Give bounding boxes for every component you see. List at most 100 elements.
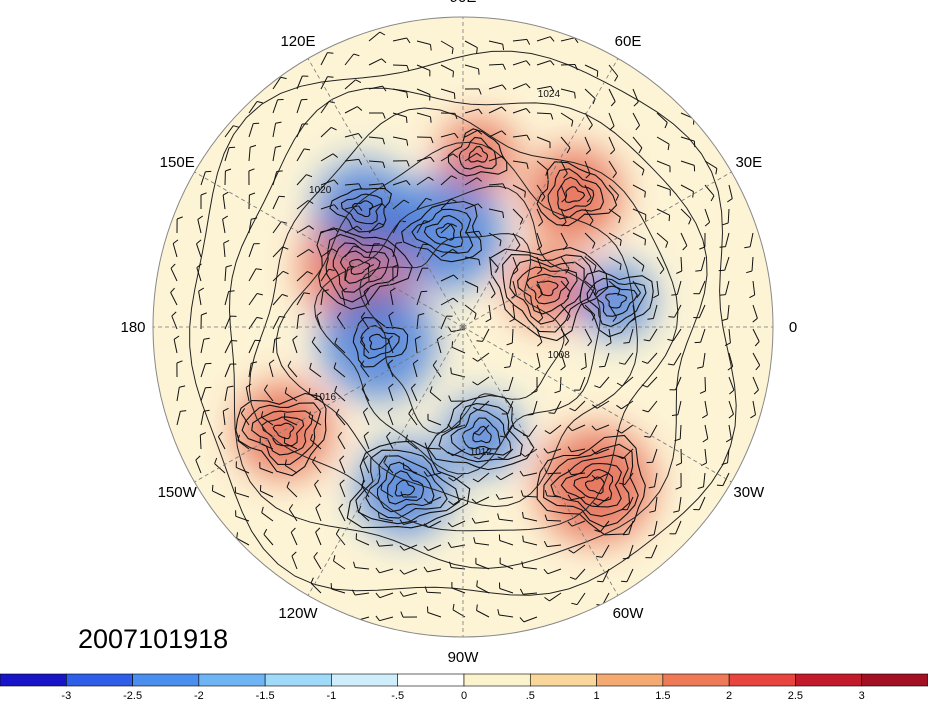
- wind-barb: [368, 160, 384, 163]
- wind-barb: [502, 448, 514, 460]
- wind-barb-flag: [308, 248, 314, 254]
- wind-barb: [512, 280, 517, 295]
- longitude-labels: 90E 60E 30E 0 30W 60W 90W 120W 150W 180 150E 120E: [120, 0, 797, 666]
- wind-barb: [311, 341, 322, 354]
- colorbar-swatch: [198, 673, 266, 687]
- wind-barb: [512, 304, 516, 319]
- isobar-contour: [573, 468, 614, 502]
- wind-barb: [451, 587, 466, 594]
- wind-barb: [512, 83, 527, 90]
- wind-barb: [499, 563, 514, 570]
- wind-barb-flag: [276, 170, 283, 172]
- wind-barb-flag: [251, 361, 258, 364]
- wind-barb: [200, 411, 205, 426]
- wind-barb-flag: [382, 183, 387, 190]
- wind-barb: [440, 223, 452, 234]
- wind-barb-flag: [170, 287, 175, 293]
- wind-barb: [727, 208, 730, 224]
- wind-barb: [536, 232, 543, 247]
- wind-barb-flag: [635, 124, 640, 131]
- wind-barb: [272, 294, 283, 306]
- wind-barb: [584, 328, 593, 342]
- wind-barb: [476, 610, 490, 618]
- wind-barb-flag: [567, 426, 573, 432]
- longitude-label: 30W: [733, 484, 765, 501]
- wind-barb: [315, 531, 322, 546]
- wind-barb-flag: [522, 511, 524, 518]
- meridian-line: [462, 326, 732, 483]
- wind-barb-flag: [334, 385, 338, 392]
- wind-barb-flag: [472, 357, 478, 362]
- wind-barb: [331, 588, 346, 594]
- wind-barb: [584, 232, 596, 244]
- wind-barb-flag: [567, 446, 572, 452]
- wind-barb: [499, 496, 514, 500]
- wind-barb: [536, 36, 551, 42]
- wind-barb: [296, 99, 302, 114]
- wind-barb-flag: [304, 148, 311, 151]
- wind-barb-flag: [526, 39, 531, 45]
- wind-barb-flag: [327, 52, 334, 54]
- wind-barb-flag: [360, 360, 365, 366]
- wind-barb: [632, 304, 636, 319]
- wind-barb-flag: [363, 455, 369, 461]
- wind-barb: [523, 472, 538, 477]
- wind-barb-flag: [338, 503, 344, 509]
- wind-barb-flag: [476, 152, 482, 158]
- wind-barb-flag: [561, 221, 567, 227]
- wind-barb: [315, 507, 322, 522]
- wind-barb: [217, 436, 226, 450]
- wind-barb-flag: [170, 263, 176, 269]
- wind-barb: [653, 520, 658, 535]
- wind-barb-flag: [180, 410, 187, 412]
- isobar-contour: [543, 443, 639, 528]
- wind-barb-flag: [399, 519, 404, 525]
- wind-barb-flag: [688, 218, 692, 225]
- wind-barb: [595, 424, 610, 431]
- wind-barb-flag: [432, 360, 438, 366]
- wind-barb-flag: [586, 197, 592, 203]
- wind-barb: [224, 291, 230, 306]
- wind-barb: [263, 534, 274, 546]
- wind-barb: [656, 160, 671, 167]
- wind-barb: [379, 592, 394, 599]
- wind-barb-flag: [347, 265, 354, 268]
- wind-barb: [344, 267, 349, 282]
- isobar-contour: [346, 440, 471, 529]
- wind-barb-flag: [719, 246, 726, 248]
- wind-barb: [368, 85, 383, 90]
- wind-barb-flag: [536, 245, 543, 251]
- wind-barb-flag: [355, 79, 362, 84]
- wind-barb-flag: [261, 506, 264, 513]
- wind-barb-flag: [667, 338, 674, 342]
- wind-barb-flag: [471, 498, 477, 504]
- wind-barb-flag: [616, 429, 622, 434]
- wind-barb: [259, 467, 274, 474]
- wind-barb-flag: [412, 359, 419, 364]
- wind-barb: [488, 208, 503, 213]
- wind-barb: [752, 352, 761, 366]
- wind-barb-flag: [592, 98, 596, 105]
- wind-barb-flag: [249, 192, 256, 196]
- wind-barb-flag: [519, 470, 524, 477]
- wind-barb: [728, 376, 735, 391]
- isobar-contour: [594, 285, 638, 317]
- wind-barb: [608, 136, 616, 151]
- wind-barb: [536, 160, 549, 171]
- wind-barb-flag: [501, 156, 507, 162]
- wind-barb: [427, 472, 442, 477]
- wind-barb: [320, 248, 333, 258]
- meridian-line: [462, 326, 619, 596]
- wind-barb: [656, 184, 671, 191]
- wind-barb: [272, 147, 276, 162]
- wind-barb: [584, 136, 591, 151]
- wind-barb: [702, 352, 706, 367]
- wind-barb-flag: [676, 270, 683, 274]
- wind-barb-flag: [387, 335, 393, 341]
- wind-barb: [379, 517, 394, 522]
- wind-barb: [560, 328, 570, 342]
- wind-barb-flag: [585, 173, 591, 179]
- wind-barb-flag: [674, 438, 681, 442]
- wind-barb: [632, 112, 641, 126]
- wind-barb: [379, 616, 394, 622]
